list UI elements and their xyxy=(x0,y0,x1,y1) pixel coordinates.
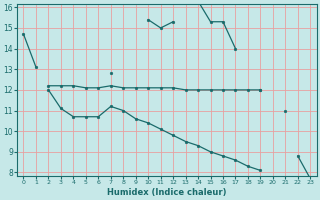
X-axis label: Humidex (Indice chaleur): Humidex (Indice chaleur) xyxy=(107,188,227,197)
